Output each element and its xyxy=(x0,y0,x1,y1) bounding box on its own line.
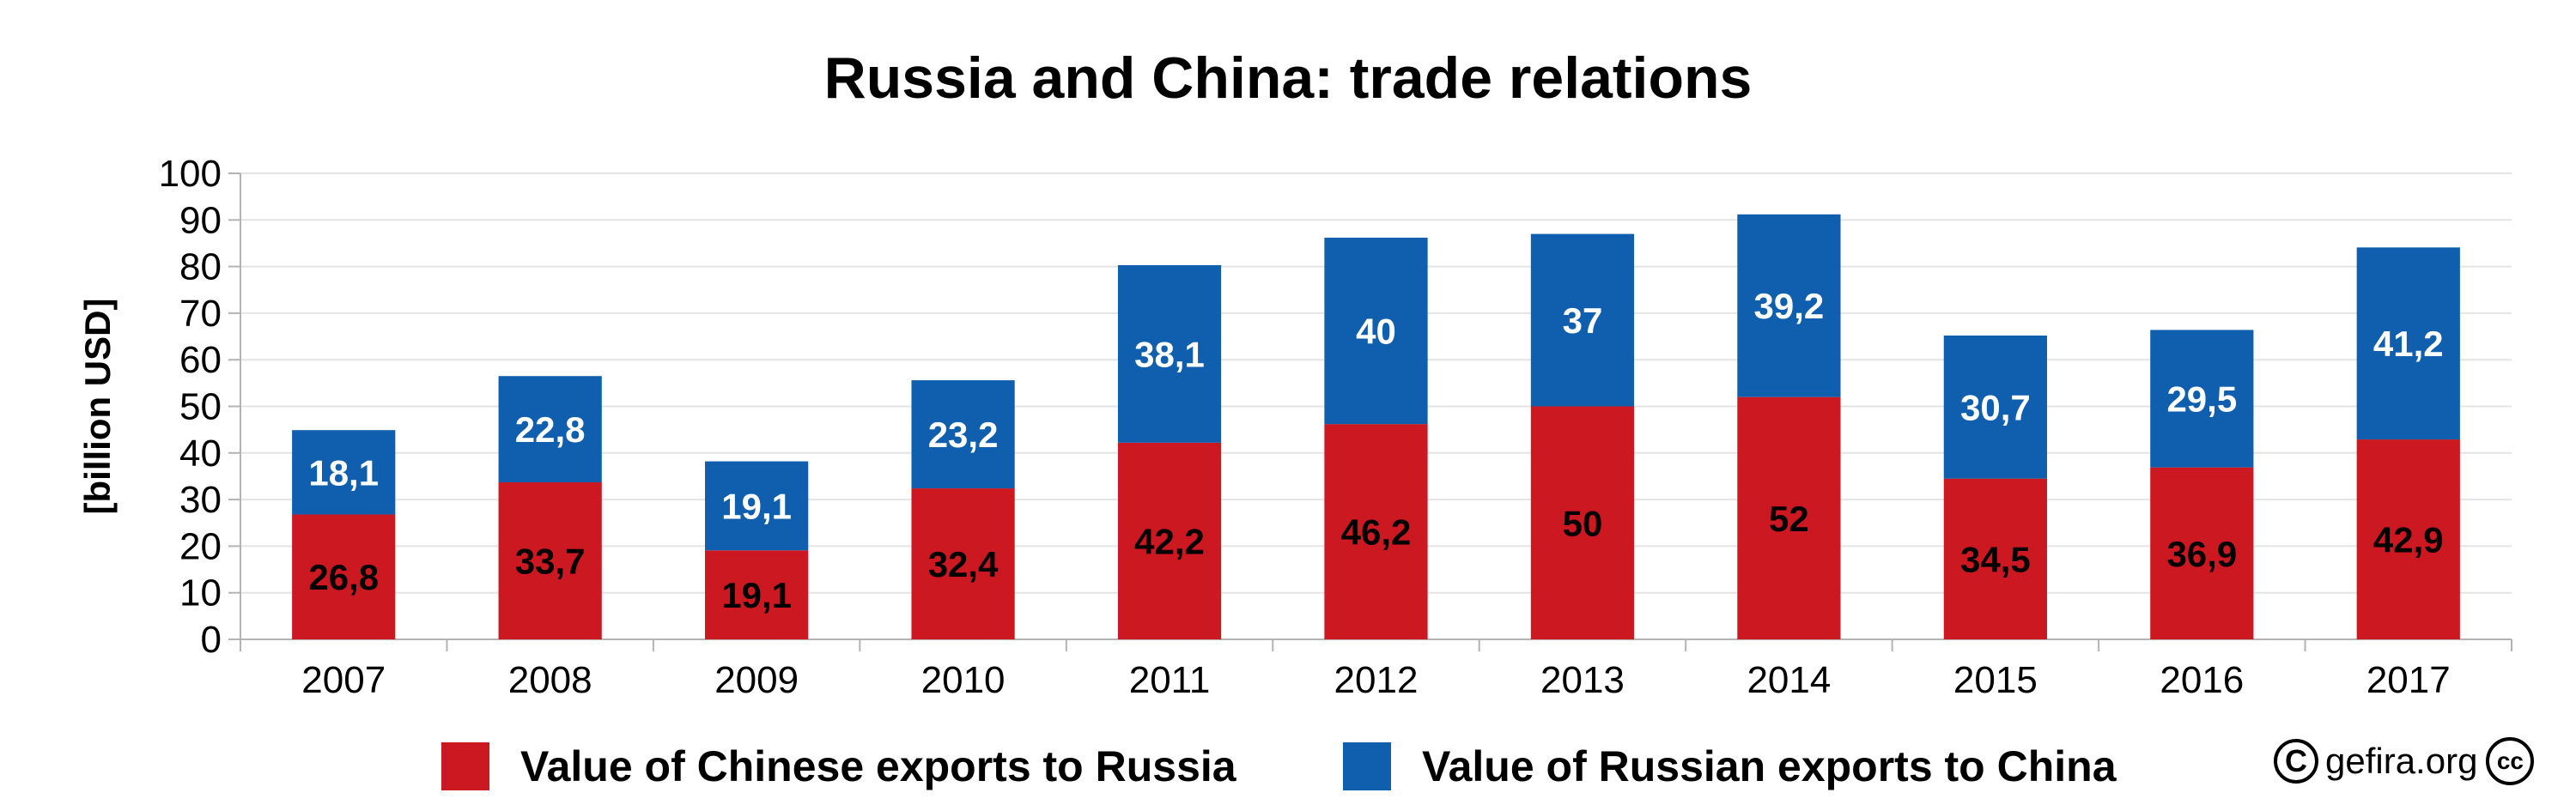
bar-segment-russian-exports xyxy=(1530,233,1635,407)
data-label: 42,2 xyxy=(1134,521,1205,561)
legend: Value of Chinese exports to Russia Value… xyxy=(0,736,2576,796)
data-label: 36,9 xyxy=(2166,534,2237,574)
y-tick-label: 90 xyxy=(179,199,222,241)
bar-segment-chinese-exports xyxy=(1530,406,1635,639)
legend-swatch-chinese-exports xyxy=(441,742,489,790)
bar-segment-russian-exports xyxy=(1943,335,2047,479)
data-label: 19,1 xyxy=(721,575,792,615)
data-label: 30,7 xyxy=(1960,387,2031,427)
legend-item-chinese-exports: Value of Chinese exports to Russia xyxy=(441,736,1236,796)
legend-label-russian-exports: Value of Russian exports to China xyxy=(1422,742,2117,790)
data-label: 52 xyxy=(1769,499,1809,539)
y-tick-label: 100 xyxy=(159,153,222,195)
x-tick-label: 2011 xyxy=(1129,659,1211,701)
bar-segment-chinese-exports xyxy=(2356,439,2460,639)
data-label: 19,1 xyxy=(721,486,792,526)
data-label: 26,8 xyxy=(308,557,379,597)
y-tick-label: 40 xyxy=(179,433,222,475)
x-tick-label: 2016 xyxy=(2160,659,2244,701)
bar-segment-russian-exports xyxy=(1737,214,1841,397)
bar-segment-chinese-exports xyxy=(1324,424,1428,639)
x-tick-label: 2017 xyxy=(2366,659,2451,701)
y-tick-label: 20 xyxy=(179,525,222,567)
bar-segment-chinese-exports xyxy=(1943,478,2047,639)
bar-segment-chinese-exports xyxy=(1117,442,1222,639)
y-tick-label: 80 xyxy=(179,246,222,288)
data-label: 40 xyxy=(1356,312,1396,352)
bar-segment-chinese-exports xyxy=(292,514,396,639)
data-label: 22,8 xyxy=(515,409,586,450)
data-label: 42,9 xyxy=(2373,520,2444,560)
data-label: 34,5 xyxy=(1960,539,2031,579)
x-tick-label: 2014 xyxy=(1747,659,1831,701)
source-label: gefira.org xyxy=(2325,741,2478,781)
legend-swatch-russian-exports xyxy=(1343,742,1391,790)
data-label: 41,2 xyxy=(2373,324,2444,364)
data-label: 18,1 xyxy=(308,452,379,493)
bar-segment-russian-exports xyxy=(498,376,602,483)
legend-item-russian-exports: Value of Russian exports to China xyxy=(1343,736,2117,796)
x-tick-label: 2007 xyxy=(301,659,386,701)
bar-segment-russian-exports xyxy=(292,430,396,515)
y-axis-label: [billion USD] xyxy=(77,299,118,515)
bar-segment-russian-exports xyxy=(1117,264,1222,443)
y-tick-label: 0 xyxy=(201,619,222,661)
bar-segment-russian-exports xyxy=(2150,330,2254,468)
source-credit: C gefira.org cc xyxy=(2274,731,2535,791)
y-tick-label: 70 xyxy=(179,293,222,335)
x-tick-label: 2012 xyxy=(1334,659,1419,701)
data-label: 50 xyxy=(1563,503,1603,543)
bar-segment-chinese-exports xyxy=(911,488,1015,639)
x-tick-label: 2013 xyxy=(1540,659,1625,701)
data-label: 37 xyxy=(1563,300,1603,341)
data-label: 33,7 xyxy=(515,542,586,582)
data-label: 46,2 xyxy=(1341,512,1412,553)
bar-segment-russian-exports xyxy=(2356,247,2460,440)
y-tick-label: 10 xyxy=(179,572,222,614)
legend-label-chinese-exports: Value of Chinese exports to Russia xyxy=(520,742,1236,790)
bar-segment-chinese-exports xyxy=(1737,396,1841,639)
y-tick-label: 60 xyxy=(179,339,222,381)
y-tick-label: 50 xyxy=(179,386,222,428)
x-tick-label: 2009 xyxy=(714,659,799,701)
x-tick-label: 2010 xyxy=(921,659,1005,701)
data-label: 38,1 xyxy=(1134,334,1205,374)
y-tick-label: 30 xyxy=(179,479,222,521)
bar-segment-russian-exports xyxy=(911,380,1015,489)
chart-title: Russia and China: trade relations xyxy=(823,45,1753,111)
data-label: 23,2 xyxy=(928,415,999,455)
bar-segment-russian-exports xyxy=(705,461,809,551)
bar-segment-chinese-exports xyxy=(498,482,602,639)
creative-commons-icon: cc xyxy=(2486,737,2535,785)
x-tick-label: 2015 xyxy=(1953,659,2038,701)
bar-segment-chinese-exports xyxy=(2150,467,2254,639)
data-label: 29,5 xyxy=(2166,379,2237,420)
data-label: 39,2 xyxy=(1754,286,1825,326)
data-label: 32,4 xyxy=(928,544,999,584)
x-tick-label: 2008 xyxy=(508,659,592,701)
bar-segment-russian-exports xyxy=(1324,237,1428,425)
copyright-icon: C xyxy=(2274,739,2318,784)
bar-segment-chinese-exports xyxy=(705,550,809,639)
